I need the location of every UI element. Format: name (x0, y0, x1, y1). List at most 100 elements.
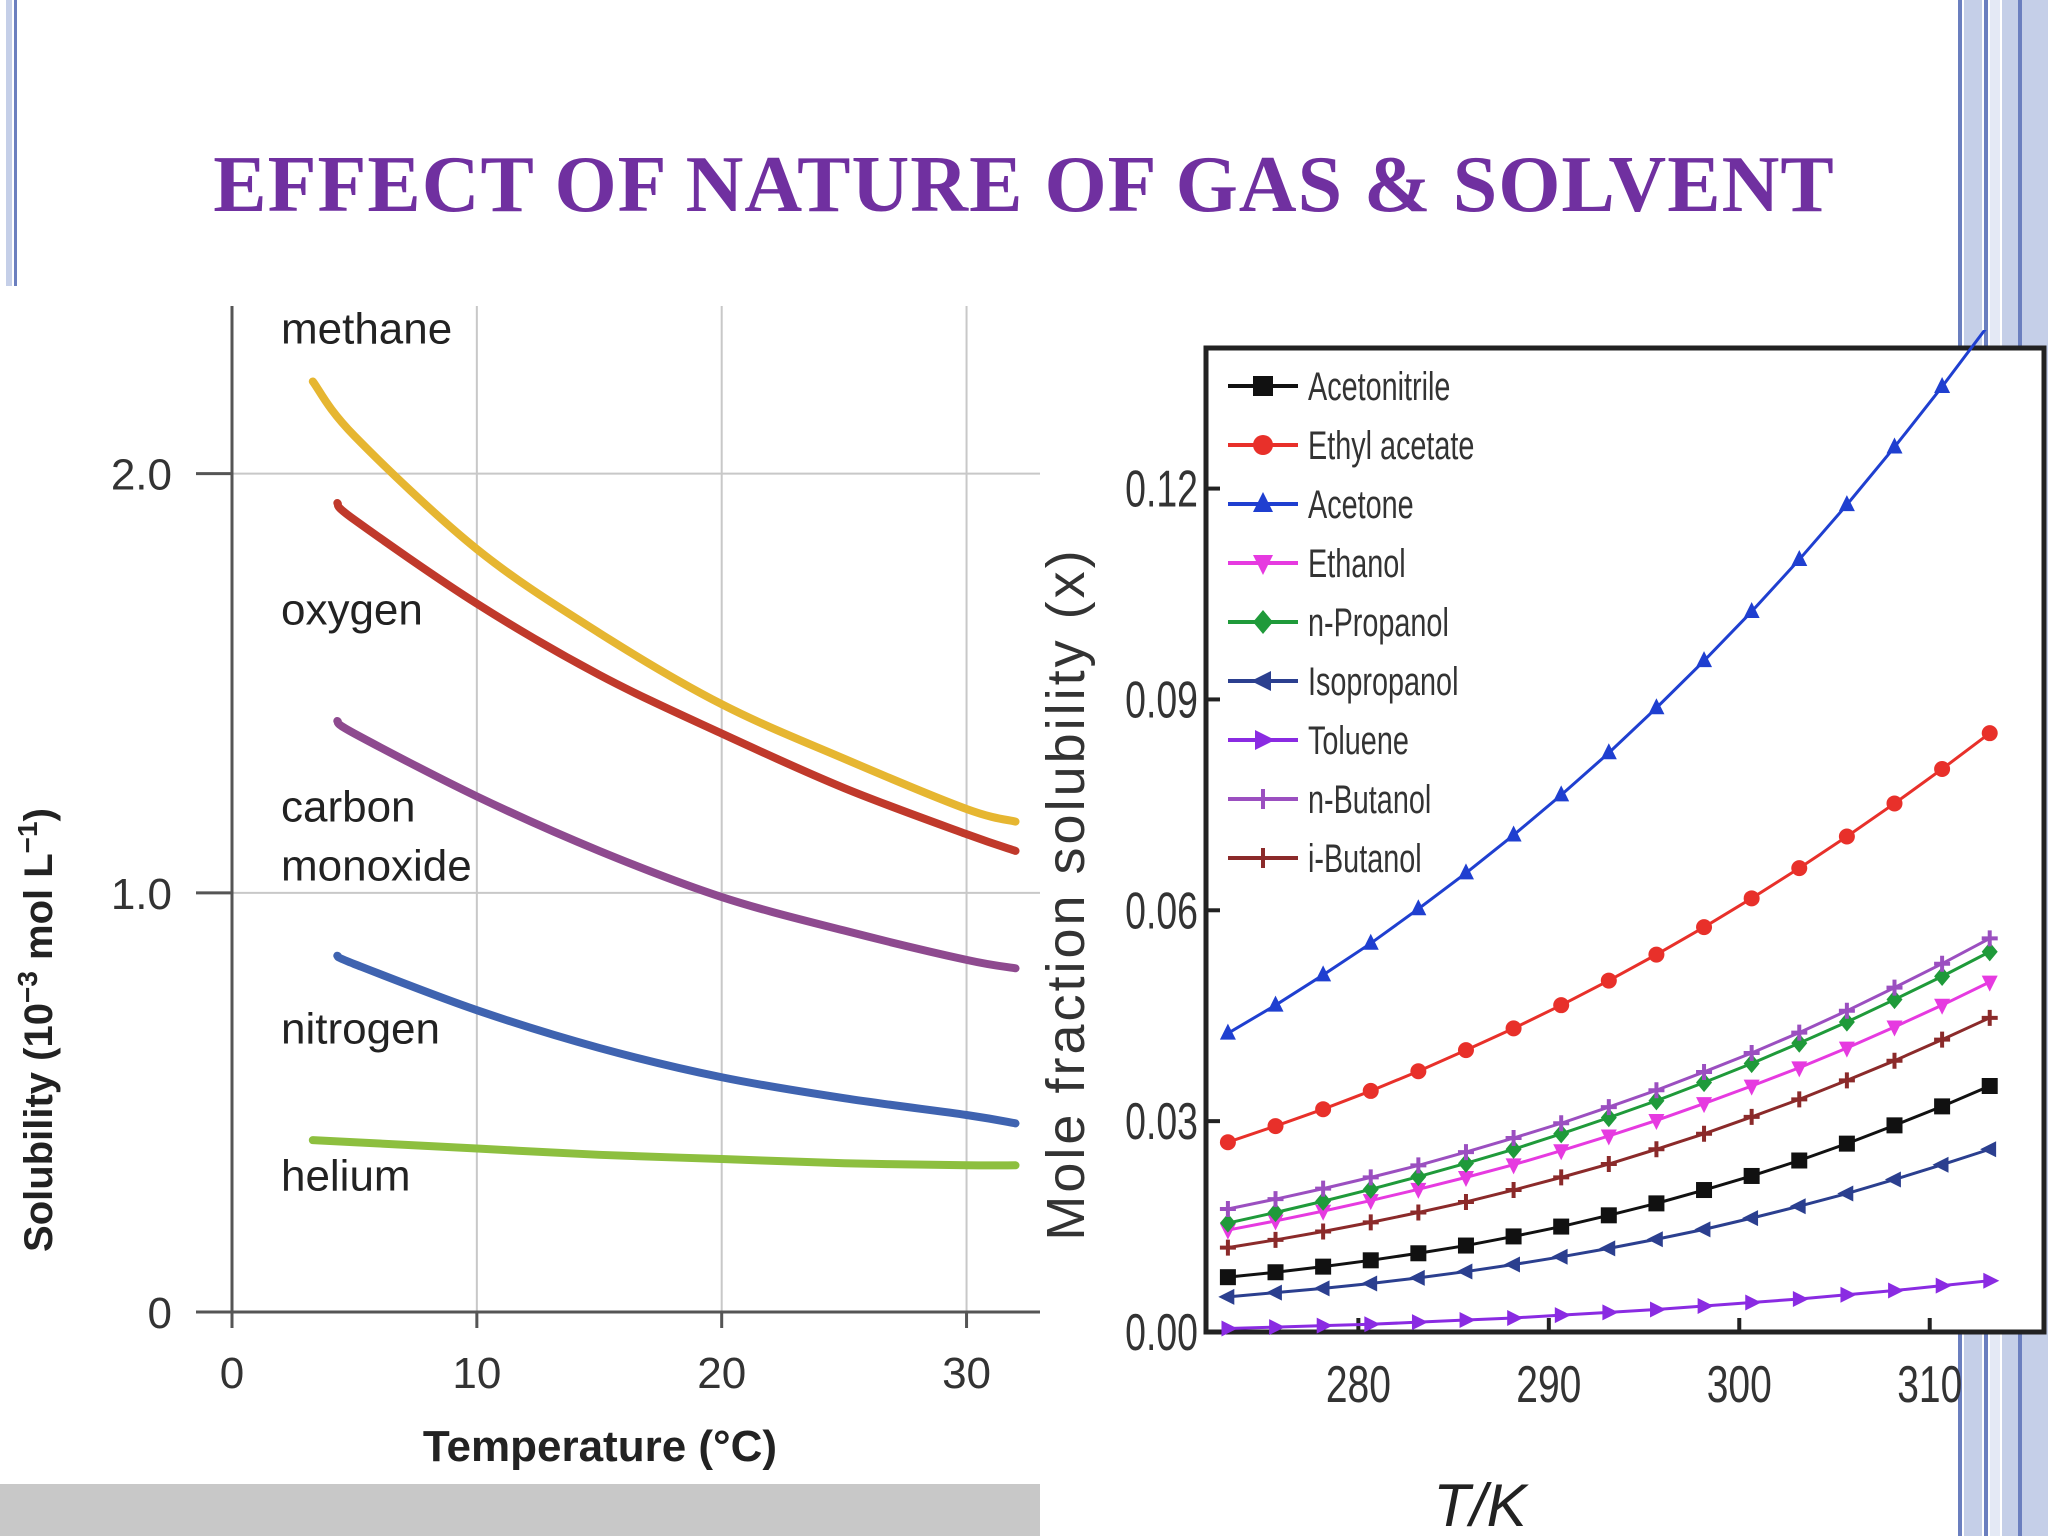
data-point (1507, 1309, 1524, 1326)
data-point (1269, 1319, 1286, 1336)
legend-label: Ethyl acetate (1308, 423, 1474, 468)
curve-label: helium (281, 1151, 411, 1200)
series-n-Propanol (1219, 942, 1998, 1233)
data-point (1505, 1139, 1522, 1159)
left-x-axis-title: Temperature (°C) (423, 1422, 777, 1471)
data-point (1696, 1182, 1713, 1199)
data-point (1648, 1195, 1665, 1212)
data-point (1981, 1078, 1998, 1094)
data-point (1743, 601, 1760, 618)
data-point (1219, 1213, 1236, 1233)
legend-item: Ethyl acetate (1228, 423, 1474, 468)
series-i-Butanol (1219, 1009, 1998, 1256)
data-point (1791, 1024, 1808, 1041)
data-point (1362, 1252, 1379, 1269)
data-point (1253, 610, 1273, 634)
data-point (1600, 1129, 1617, 1146)
data-point (1600, 1099, 1617, 1116)
data-point (1410, 1157, 1427, 1174)
data-point (1743, 890, 1760, 907)
right-plot-frame (1203, 345, 2047, 1335)
data-point (1362, 1169, 1379, 1186)
data-point (1410, 1204, 1427, 1221)
data-point (1553, 1169, 1570, 1186)
data-point (1980, 1141, 1997, 1158)
series-line-oxygen (333, 499, 1020, 855)
data-point (1888, 1282, 1905, 1299)
data-point (1886, 1020, 1903, 1037)
data-point (1553, 1115, 1570, 1132)
data-point (1934, 955, 1951, 972)
data-point (1267, 1202, 1284, 1223)
data-point (1838, 1135, 1855, 1152)
data-point (1315, 1101, 1332, 1118)
data-point (1838, 1072, 1855, 1089)
data-point (1983, 1272, 2000, 1289)
left-border-decoration (6, 0, 17, 290)
data-point (1362, 1179, 1379, 1199)
series-Ethanol (1219, 975, 1998, 1240)
data-point (1364, 1316, 1381, 1333)
right-legend: Acetonitrile Ethyl acetate Acetone Ethanol n… (1228, 364, 1474, 881)
curve-label: nitrogen (281, 1005, 440, 1054)
data-point (1646, 1231, 1663, 1248)
curve-label: oxygen (281, 586, 423, 635)
data-point (1410, 1063, 1427, 1080)
data-point (1551, 1248, 1568, 1265)
data-point (1791, 1033, 1808, 1053)
data-point (1791, 860, 1808, 877)
data-point (1743, 1167, 1760, 1184)
data-point (1791, 1061, 1808, 1078)
data-point (1648, 1114, 1665, 1131)
data-point (1696, 919, 1713, 936)
data-point (1886, 795, 1903, 812)
data-point (1838, 828, 1855, 845)
bottom-strip (0, 1484, 1040, 1536)
data-point (1457, 1153, 1474, 1173)
data-point (1934, 1098, 1951, 1115)
right-y-tick-label: 0.03 (1125, 1092, 1198, 1151)
legend-label: Toluene (1308, 718, 1409, 763)
right-tick-labels: 280 290 300 310 0.00 0.03 0.06 0.09 0.12 (1125, 460, 1962, 1414)
left-curve-labels: methane oxygen carbon monoxide nitrogen heliu… (281, 305, 472, 1201)
data-point (1267, 1214, 1284, 1231)
right-x-tick-label: 300 (1707, 1354, 1772, 1413)
data-point (1267, 1191, 1284, 1208)
data-point (1505, 1158, 1522, 1175)
data-point (1696, 651, 1713, 668)
data-point (1743, 1079, 1760, 1096)
legend-item: Acetone (1228, 482, 1414, 527)
data-point (1743, 1108, 1760, 1125)
legend-item: Acetonitrile (1228, 364, 1450, 409)
right-series (1218, 330, 2000, 1337)
right-y-tick-label: 0.12 (1125, 460, 1198, 519)
data-point (1934, 966, 1951, 986)
data-point (1410, 1245, 1427, 1262)
curve-label: monoxide (281, 841, 472, 890)
data-point (1553, 1218, 1570, 1235)
data-point (1219, 1239, 1236, 1256)
data-point (1981, 942, 1998, 962)
data-point (1459, 1312, 1476, 1329)
right-x-tick-label: 290 (1516, 1354, 1581, 1413)
data-point (1743, 1053, 1760, 1074)
data-point (1410, 1167, 1427, 1187)
data-point (1219, 1023, 1236, 1040)
data-point (1600, 1108, 1617, 1128)
right-y-axis-title: Mole fraction solubility (x) (1040, 547, 1096, 1240)
data-point (1600, 743, 1617, 760)
series-line-nitrogen (333, 951, 1020, 1128)
data-point (1600, 1207, 1617, 1224)
right-y-tick-label: 0.00 (1125, 1303, 1198, 1362)
data-point (1600, 1156, 1617, 1173)
data-point (1886, 437, 1903, 454)
left-y-tick-label: 2.0 (111, 451, 172, 500)
data-point (1411, 1314, 1428, 1331)
data-point (1934, 1031, 1951, 1048)
data-point (1981, 1009, 1998, 1026)
data-point (1456, 1263, 1473, 1280)
data-point (1648, 1141, 1665, 1158)
data-point (1981, 930, 1998, 947)
legend-label: n-Butanol (1308, 777, 1431, 822)
data-point (1697, 1297, 1714, 1314)
